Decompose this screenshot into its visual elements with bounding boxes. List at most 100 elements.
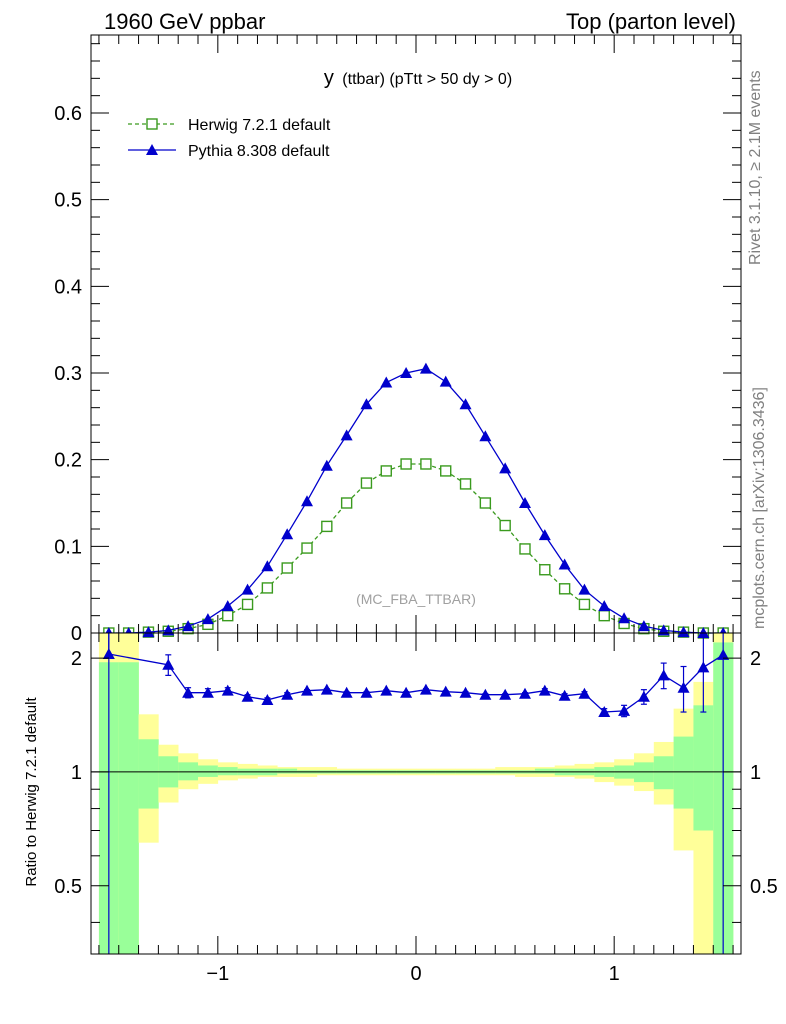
green-band-bin [653,756,674,790]
pythia-point [439,375,452,387]
legend-entry-pythia: Pythia 8.308 default [128,143,330,160]
mcplots-label: mcplots.cern.ch [arXiv:1306.3436] [751,387,768,629]
pythia-point [380,376,393,388]
legend-pythia-marker [146,144,158,155]
ratio-point [618,704,631,716]
green-band-bin [277,768,298,774]
herwig-point [301,542,313,554]
ratio-point [360,686,373,698]
green-band-bin [178,762,199,781]
ratio-point [201,686,214,698]
main-y-tick-label: 0.4 [54,276,82,298]
pythia-point [261,560,274,572]
ratio-y-tick-label-left: 2 [71,648,82,670]
herwig-point [578,598,591,611]
herwig-point [400,458,412,470]
pythia-point [598,600,611,612]
ratio-point [162,658,175,670]
ratio-point [499,688,512,700]
main-axis-ticks [91,35,741,634]
herwig-series-line [108,463,724,634]
ratio-point [419,683,432,695]
main-y-tick-label: 0 [71,623,82,645]
ratio-point [637,690,650,702]
herwig-point [459,478,472,490]
green-band-bin [673,736,694,809]
header-right: Top (parton level) [566,9,736,34]
herwig-point [499,519,511,532]
herwig-point [539,564,551,576]
herwig-point [281,562,293,574]
main-y-tick-label: 0.1 [54,536,82,558]
pythia-point [499,462,512,474]
green-band-bin [693,705,714,831]
green-band-bin [534,768,556,774]
ratio-point [340,686,353,698]
pythia-point [677,626,690,638]
pythia-point [142,626,155,638]
ratio-point [380,684,393,696]
herwig-point [340,497,353,509]
ratio-point [677,681,690,693]
ratio-point [320,683,333,695]
main-y-tick-label: 0.6 [54,103,82,125]
x-tick-label: 1 [609,963,620,985]
pythia-point [182,620,195,632]
ratio-y-tick-label-right: 0.5 [750,876,778,898]
legend-entry-herwig: Herwig 7.2.1 default [128,117,331,134]
ratio-point [221,684,234,696]
ratio-point [518,687,531,699]
x-tick-label: 0 [410,963,421,985]
pythia-point [301,495,314,507]
pythia-point [419,362,432,374]
ratio-point [558,689,571,701]
green-band-bin [138,739,159,809]
pythia-point [201,613,214,625]
pythia-point [538,529,551,541]
herwig-point [360,477,373,489]
ratio-y-tick-label-left: 1 [71,762,82,784]
ratio-point [578,687,591,699]
ratio-point [241,690,254,702]
ratio-point [598,706,611,718]
pythia-point [578,583,591,595]
header-left: 1960 GeV ppbar [104,9,265,34]
ratio-point [182,686,195,698]
watermark: (MC_FBA_TTBAR) [356,591,476,607]
legend: Herwig 7.2.1 default Pythia 8.308 defaul… [128,117,331,160]
ratio-point [261,693,274,705]
main-y-tick-labels: 0 0.1 0.2 0.3 0.4 0.5 0.6 [54,103,82,645]
plot-title-main: y [324,67,334,89]
pythia-point [360,398,373,410]
ratio-axis-ticks [91,633,741,954]
herwig-point [519,543,531,555]
main-y-tick-label: 0.5 [54,190,82,212]
herwig-point [241,598,254,611]
ratio-point [459,686,472,698]
pythia-point [479,430,492,442]
pythia-point [221,600,234,612]
herwig-point [380,465,392,477]
herwig-point [261,582,274,594]
main-y-tick-label: 0.3 [54,363,82,385]
pythia-point [320,459,333,471]
ratio-panel: 0.5 0.5 1 1 2 2 −1 0 1 Ratio to Herwig 7.2.1 def… [23,632,778,985]
ratio-y-tick-label-right: 2 [750,648,761,670]
ratio-y-tick-label-left: 0.5 [54,876,82,898]
legend-pythia-label: Pythia 8.308 default [188,143,330,160]
ratio-plot-frame [90,632,742,955]
legend-herwig-marker [146,118,158,130]
herwig-point [420,458,432,470]
herwig-point [222,609,234,622]
ratio-point [301,684,314,696]
pythia-point [400,367,413,378]
herwig-point [598,609,610,622]
ratio-point [102,648,115,660]
pythia-point [459,398,472,410]
pythia-point [518,497,531,508]
herwig-point [479,497,492,509]
green-band-bin [198,765,219,777]
ratio-point [697,661,710,673]
ratio-tick-labels: 0.5 0.5 1 1 2 2 −1 0 1 [54,648,778,985]
